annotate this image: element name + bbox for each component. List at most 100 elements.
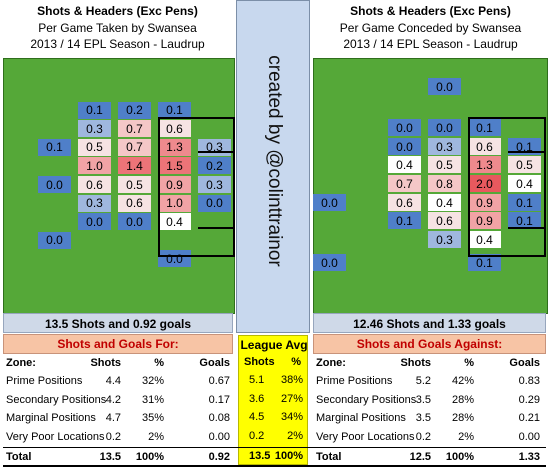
total-rule xyxy=(3,447,546,448)
heat-cell: 0.0 xyxy=(388,138,421,155)
cell-zone: Total xyxy=(6,451,32,463)
heat-cell: 0.7 xyxy=(118,120,151,138)
table-row: Prime Positions 4.4 32% 0.67 xyxy=(6,372,234,390)
credit-strip xyxy=(236,0,310,333)
heat-cell: 1.0 xyxy=(158,194,191,212)
cell-zone: Prime Positions xyxy=(316,375,393,387)
table-row: Total 13.5 100% 0.92 xyxy=(6,448,234,466)
league-col-shots: Shots xyxy=(244,356,275,368)
league-pct: 100% xyxy=(274,450,303,462)
league-avg-panel: League Avg Shots% 5.1 38% 3.6 27% 4.5 34% 0.2 2%… xyxy=(238,335,308,465)
heat-cell: 0.4 xyxy=(468,231,501,248)
heat-cell: 0.7 xyxy=(118,138,151,156)
heat-cell: 0.1 xyxy=(468,119,501,136)
league-title: League Avg xyxy=(240,338,308,352)
heat-cell: 0.6 xyxy=(468,138,501,155)
right-title-line2: Per Game Conceded by Swansea xyxy=(339,20,522,35)
table-row: Total 12.5 100% 1.33 xyxy=(316,448,544,466)
heat-cell: 0.6 xyxy=(78,176,111,193)
heat-cell: 0.2 xyxy=(198,157,231,175)
left-title: Shots & Headers (Exc Pens) Per Game Take… xyxy=(0,3,235,53)
cell-goals: 1.33 xyxy=(518,451,540,463)
league-shots: 4.5 xyxy=(249,411,265,423)
cell-shots: 4.4 xyxy=(105,375,121,387)
table-row: Very Poor Locations 0.2 2% 0.00 xyxy=(6,428,234,446)
col-header-goals: Goals xyxy=(199,357,230,369)
heat-cell: 0.0 xyxy=(38,176,71,193)
heat-cell: 0.9 xyxy=(468,194,501,211)
cell-zone: Marginal Positions xyxy=(6,412,96,424)
heat-cell: 0.1 xyxy=(508,194,541,211)
cell-shots: 3.5 xyxy=(415,393,431,406)
heat-cell: 1.0 xyxy=(78,157,111,175)
heat-cell: 0.5 xyxy=(428,156,461,173)
table-row: Very Poor Locations 0.2 2% 0.00 xyxy=(316,428,544,446)
cell-goals: 0.67 xyxy=(208,375,230,387)
cell-zone: Marginal Positions xyxy=(316,412,406,424)
right-title: Shots & Headers (Exc Pens) Per Game Conc… xyxy=(313,3,548,53)
right-title-line3: 2013 / 14 EPL Season - Laudrup xyxy=(343,37,518,51)
heat-cell: 0.0 xyxy=(428,119,461,136)
heat-cell: 0.0 xyxy=(118,213,151,231)
heat-cell: 0.1 xyxy=(388,212,421,229)
cell-goals: 0.00 xyxy=(208,430,230,443)
cell-pct: 2% xyxy=(148,430,164,443)
heat-cell: 0.1 xyxy=(468,254,501,271)
cell-shots: 0.2 xyxy=(105,430,121,443)
heat-cell: 0.0 xyxy=(78,213,111,231)
right-table-title: Shots and Goals Against: xyxy=(313,334,546,354)
heat-cell: 0.5 xyxy=(118,176,151,193)
heat-cell: 0.5 xyxy=(508,156,541,173)
left-title-line3: 2013 / 14 EPL Season - Laudrup xyxy=(30,37,205,51)
cell-zone: Secondary Positions xyxy=(316,393,417,406)
heat-cell: 0.4 xyxy=(508,175,541,192)
heat-cell: 0.0 xyxy=(158,250,191,268)
table-header-row: Zone: Shots% Goals xyxy=(316,354,544,372)
heat-cell: 0.4 xyxy=(158,213,191,231)
heat-cell: 0.6 xyxy=(118,194,151,212)
bottom-rule xyxy=(3,465,546,467)
cell-goals: 0.00 xyxy=(518,430,540,443)
cell-goals: 0.21 xyxy=(518,412,540,424)
left-title-line2: Per Game Taken by Swansea xyxy=(38,20,197,35)
cell-pct: 100% xyxy=(135,451,164,463)
heat-cell: 0.0 xyxy=(313,194,346,211)
heat-cell: 0.0 xyxy=(388,119,421,136)
cell-pct: 2% xyxy=(458,430,474,443)
heat-cell: 0.8 xyxy=(428,175,461,192)
col-header-shots: Shots xyxy=(90,357,121,369)
league-pct: 2% xyxy=(287,429,303,442)
cell-pct: 100% xyxy=(445,451,474,463)
league-pct: 38% xyxy=(280,374,303,386)
league-pct: 27% xyxy=(280,392,303,405)
left-summary: 13.5 Shots and 0.92 goals xyxy=(3,313,233,333)
left-table-title: Shots and Goals For: xyxy=(3,334,233,354)
heat-cell: 0.6 xyxy=(428,212,461,229)
table-header-row: Zone: Shots% Goals xyxy=(6,354,234,372)
table-row: Secondary Positions 4.2 31% 0.17 xyxy=(6,391,234,409)
table-row: Prime Positions 5.2 42% 0.83 xyxy=(316,372,544,390)
cell-goals: 0.92 xyxy=(208,451,230,463)
credit-text: created by @colinttrainor xyxy=(264,55,285,267)
cell-zone: Total xyxy=(316,451,342,463)
cell-zone: Prime Positions xyxy=(6,375,83,387)
league-shots: 0.2 xyxy=(249,429,265,442)
col-header-pct: % xyxy=(154,357,164,369)
heat-cell: 0.2 xyxy=(118,101,151,119)
heat-cell: 0.3 xyxy=(428,138,461,155)
cell-shots: 4.7 xyxy=(105,412,121,424)
cell-zone: Very Poor Locations xyxy=(316,430,415,443)
cell-pct: 31% xyxy=(141,393,164,406)
league-shots: 5.1 xyxy=(249,374,265,386)
heat-cell: 0.7 xyxy=(388,175,421,192)
heat-cell: 0.1 xyxy=(38,138,71,156)
cell-pct: 28% xyxy=(451,412,474,424)
cell-zone: Very Poor Locations xyxy=(6,430,105,443)
heat-cell: 0.1 xyxy=(508,212,541,229)
cell-goals: 0.29 xyxy=(518,393,540,406)
heat-cell: 2.0 xyxy=(468,175,501,192)
cell-shots: 3.5 xyxy=(415,412,431,424)
heat-cell: 0.9 xyxy=(158,176,191,193)
col-header-pct: % xyxy=(464,357,474,369)
heat-cell: 1.5 xyxy=(158,157,191,175)
